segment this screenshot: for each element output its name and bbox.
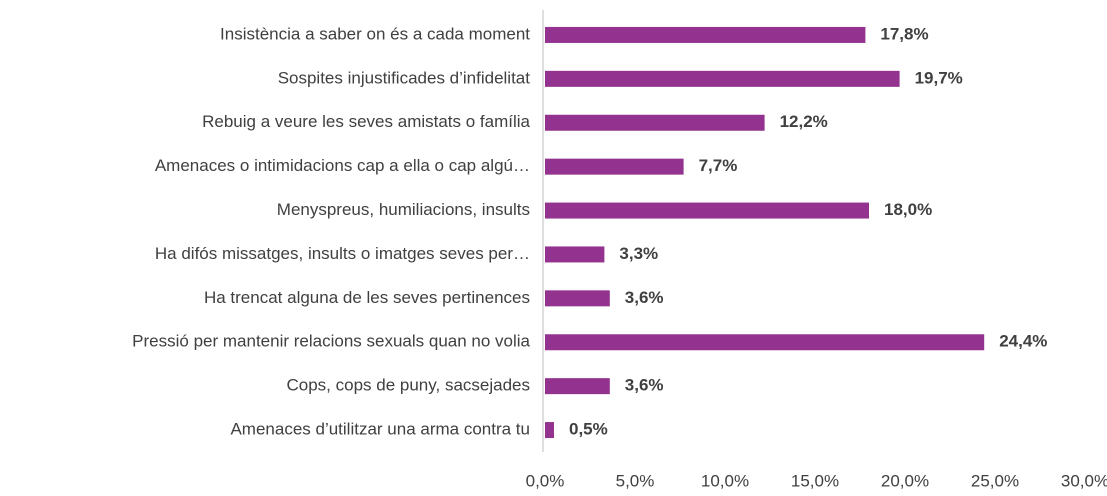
category-label: Ha difós missatges, insults o imatges se… — [155, 244, 530, 263]
category-label: Pressió per mantenir relacions sexuals q… — [132, 332, 530, 351]
value-label: 24,4% — [999, 332, 1047, 351]
category-label: Amenaces d’utilitzar una arma contra tu — [230, 420, 530, 439]
value-label: 19,7% — [915, 68, 963, 87]
category-label: Insistència a saber on és a cada moment — [220, 24, 530, 43]
x-tick-label: 0,0% — [526, 471, 565, 490]
bar — [545, 158, 684, 175]
value-label: 7,7% — [699, 156, 738, 175]
bar — [545, 422, 554, 439]
x-tick-label: 30,0% — [1061, 471, 1107, 490]
category-label: Rebuig a veure les seves amistats o famí… — [202, 112, 530, 131]
bar — [545, 290, 610, 307]
bar — [545, 70, 900, 87]
x-tick-label: 15,0% — [791, 471, 839, 490]
bar — [545, 334, 985, 351]
bar — [545, 246, 605, 263]
value-label: 0,5% — [569, 420, 608, 439]
x-tick-label: 5,0% — [616, 471, 655, 490]
category-label: Amenaces o intimidacions cap a ella o ca… — [155, 156, 530, 175]
value-label: 17,8% — [880, 24, 928, 43]
x-tick-label: 25,0% — [971, 471, 1019, 490]
category-label: Ha trencat alguna de les seves pertinenc… — [204, 288, 530, 307]
value-label: 12,2% — [780, 112, 828, 131]
value-label: 18,0% — [884, 200, 932, 219]
bar — [545, 26, 866, 43]
value-label: 3,3% — [619, 244, 658, 263]
bar — [545, 202, 869, 219]
bar — [545, 114, 765, 131]
category-label: Cops, cops de puny, sacsejades — [287, 376, 531, 395]
bar — [545, 378, 610, 395]
x-tick-label: 20,0% — [881, 471, 929, 490]
value-label: 3,6% — [625, 376, 664, 395]
value-label: 3,6% — [625, 288, 664, 307]
category-label: Menyspreus, humiliacions, insults — [277, 200, 530, 219]
x-tick-label: 10,0% — [701, 471, 749, 490]
category-label: Sospites injustificades d’infidelitat — [278, 68, 531, 87]
